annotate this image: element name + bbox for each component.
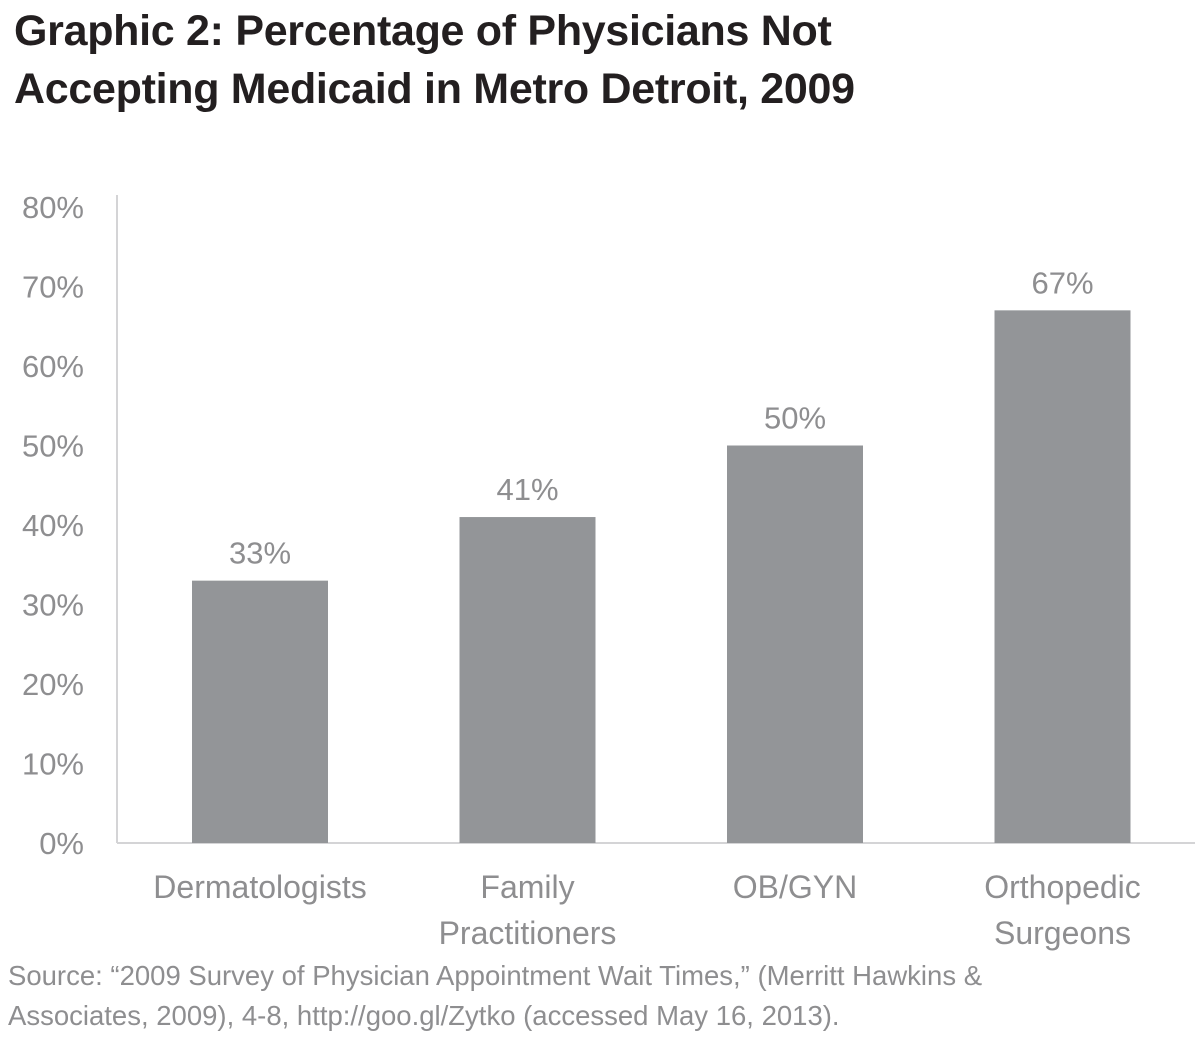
- y-tick-label: 30%: [22, 588, 84, 623]
- source-line-2: Associates, 2009), 4-8, http://goo.gl/Zy…: [8, 1000, 840, 1031]
- y-tick-label: 60%: [22, 349, 84, 384]
- category-label: Surgeons: [994, 915, 1131, 951]
- data-label: 67%: [1031, 265, 1093, 300]
- data-labels: 33% 41% 50% 67%: [229, 265, 1094, 570]
- bar: [994, 310, 1131, 844]
- y-tick-label: 50%: [22, 429, 84, 464]
- y-axis-ticks: 0% 10% 20% 30% 40% 50% 60% 70% 80%: [22, 190, 84, 861]
- category-label: Dermatologists: [153, 869, 366, 905]
- bar: [192, 580, 328, 843]
- category-label: OB/GYN: [733, 869, 857, 905]
- data-label: 50%: [764, 401, 826, 436]
- source-line-1: Source: “2009 Survey of Physician Appoin…: [8, 960, 983, 991]
- y-tick-label: 10%: [22, 747, 84, 782]
- chart-title-line-2: Accepting Medicaid in Metro Detroit, 200…: [14, 65, 855, 113]
- category-label: Family: [480, 869, 574, 905]
- y-tick-label: 40%: [22, 508, 84, 543]
- source-note: Source: “2009 Survey of Physician Appoin…: [8, 956, 1198, 1036]
- data-label: 33%: [229, 536, 291, 571]
- bar: [727, 445, 863, 843]
- y-tick-label: 20%: [22, 667, 84, 702]
- chart-title: Graphic 2: Percentage of Physicians Not …: [14, 2, 1194, 118]
- category-label: Practitioners: [439, 915, 617, 951]
- chart-title-line-1: Graphic 2: Percentage of Physicians Not: [14, 7, 832, 55]
- bars: [192, 310, 1131, 844]
- bar: [459, 517, 596, 843]
- category-label: Orthopedic: [984, 869, 1141, 905]
- y-tick-label: 80%: [22, 190, 84, 225]
- y-tick-label: 0%: [39, 826, 84, 861]
- category-labels: Dermatologists Family Practitioners OB/GYN O…: [153, 869, 1140, 951]
- data-label: 41%: [496, 472, 558, 507]
- y-tick-label: 70%: [22, 270, 84, 305]
